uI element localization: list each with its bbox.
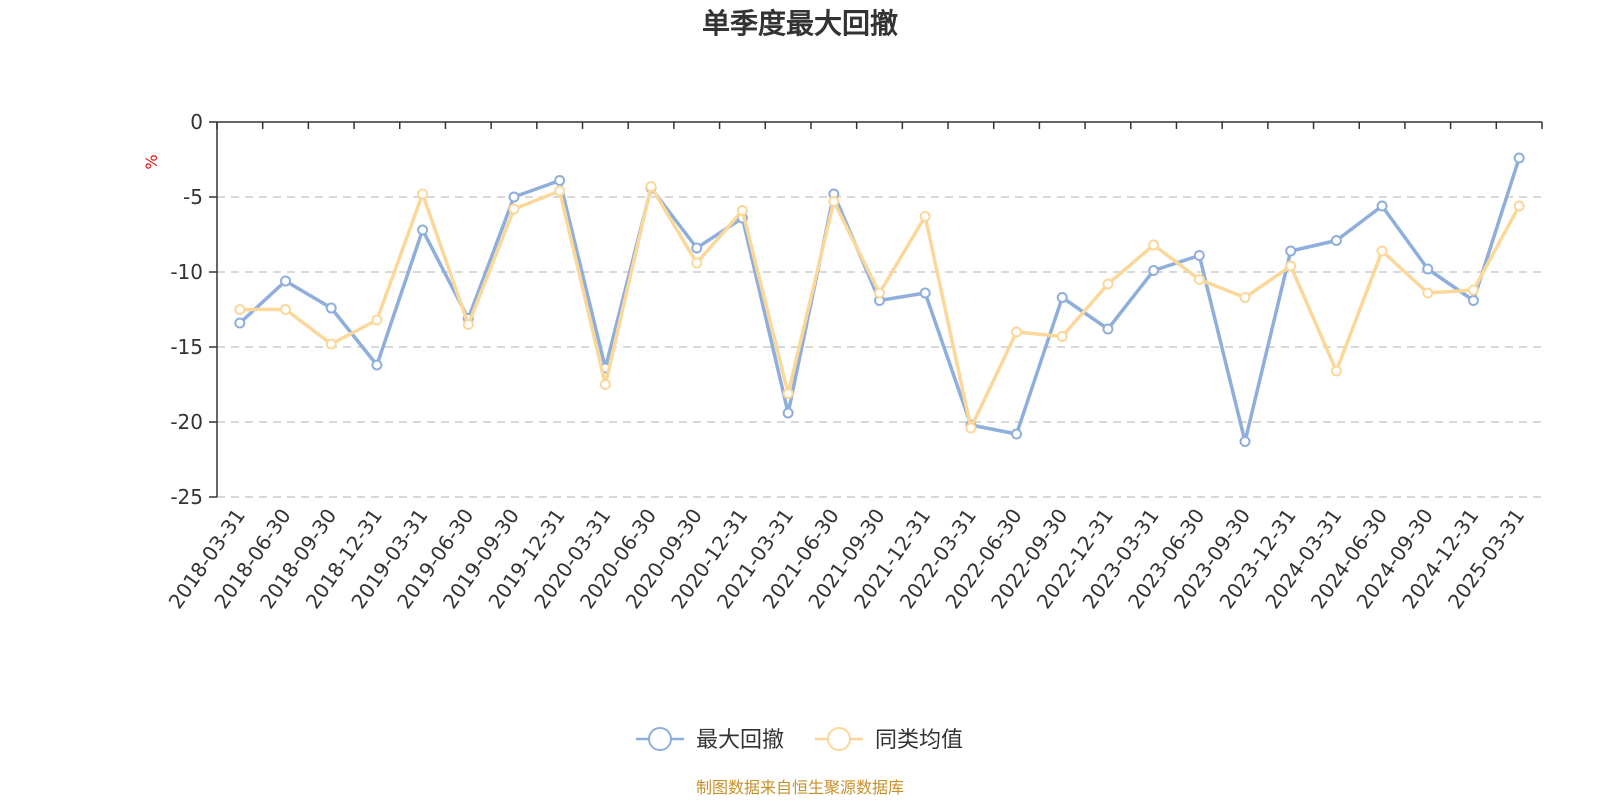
data-point[interactable] (325, 302, 337, 314)
data-point[interactable] (1011, 428, 1023, 440)
series-lines (234, 152, 1525, 447)
data-point[interactable] (1376, 245, 1388, 257)
data-point[interactable] (1422, 287, 1434, 299)
data-point[interactable] (371, 314, 383, 326)
y-tick-label: -20 (170, 410, 203, 434)
data-point[interactable] (554, 175, 566, 186)
data-point[interactable] (554, 185, 566, 197)
data-point[interactable] (417, 188, 429, 200)
data-point[interactable] (1467, 295, 1479, 306)
legend-item[interactable]: 同类均值 (815, 727, 963, 753)
data-point[interactable] (234, 304, 246, 315)
legend-label: 最大回撤 (696, 728, 784, 753)
data-point[interactable] (234, 317, 246, 329)
axes (216, 121, 1542, 497)
legend-label: 同类均值 (875, 728, 963, 753)
data-point[interactable] (280, 304, 292, 315)
y-tick-label: 0 (190, 110, 203, 134)
y-axis-ticks: 0 -5 -10 -15 -20 -25 (170, 110, 217, 509)
data-point[interactable] (599, 379, 611, 390)
data-point[interactable] (919, 287, 931, 299)
data-point[interactable] (1513, 200, 1525, 212)
data-point[interactable] (1422, 263, 1434, 275)
series-1 (234, 181, 1525, 434)
y-tick-label: -5 (183, 185, 203, 209)
data-point[interactable] (1193, 250, 1205, 261)
data-point[interactable] (1330, 235, 1342, 246)
data-point[interactable] (280, 275, 292, 287)
legend[interactable]: 最大回撤 同类均值 (636, 727, 963, 753)
data-point[interactable] (1148, 265, 1160, 276)
data-point[interactable] (1148, 239, 1160, 251)
data-point[interactable] (874, 287, 885, 299)
legend-swatch-marker (827, 727, 851, 751)
y-tick-label: -15 (170, 335, 203, 359)
data-point[interactable] (325, 338, 337, 350)
data-point[interactable] (462, 319, 474, 330)
data-point[interactable] (1285, 245, 1297, 257)
data-point[interactable] (417, 224, 429, 236)
y-tick-label: -10 (170, 260, 203, 284)
data-point[interactable] (965, 422, 977, 434)
data-point[interactable] (1467, 284, 1479, 296)
grid-lines (217, 196, 1542, 498)
data-point[interactable] (1102, 278, 1114, 290)
data-point[interactable] (782, 407, 794, 419)
data-point[interactable] (645, 181, 657, 192)
data-point[interactable] (919, 211, 931, 222)
data-point[interactable] (691, 257, 703, 269)
data-point[interactable] (691, 242, 703, 254)
data-point[interactable] (828, 196, 840, 207)
data-point[interactable] (1376, 200, 1388, 212)
data-point[interactable] (371, 359, 383, 371)
data-point[interactable] (1056, 331, 1068, 342)
data-point[interactable] (782, 388, 794, 399)
data-point[interactable] (1239, 292, 1251, 303)
data-point[interactable] (1193, 274, 1205, 285)
source-note: 制图数据来自恒生聚源数据库 (696, 778, 904, 797)
y-tick-label: -25 (170, 485, 203, 509)
data-point[interactable] (1330, 365, 1342, 377)
data-point[interactable] (1239, 436, 1251, 447)
legend-swatch-marker (648, 727, 672, 751)
data-point[interactable] (508, 191, 520, 203)
data-point[interactable] (1513, 152, 1525, 164)
data-point[interactable] (736, 205, 748, 216)
data-point[interactable] (1011, 326, 1023, 338)
data-point[interactable] (1285, 260, 1297, 272)
y-axis-unit-label: % (142, 154, 161, 169)
data-point[interactable] (1056, 292, 1068, 303)
chart-title: 单季度最大回撤 (702, 7, 898, 40)
data-point[interactable] (508, 203, 520, 215)
data-point[interactable] (1102, 323, 1114, 335)
legend-item[interactable]: 最大回撤 (636, 727, 784, 753)
series-line (239, 184, 1521, 430)
